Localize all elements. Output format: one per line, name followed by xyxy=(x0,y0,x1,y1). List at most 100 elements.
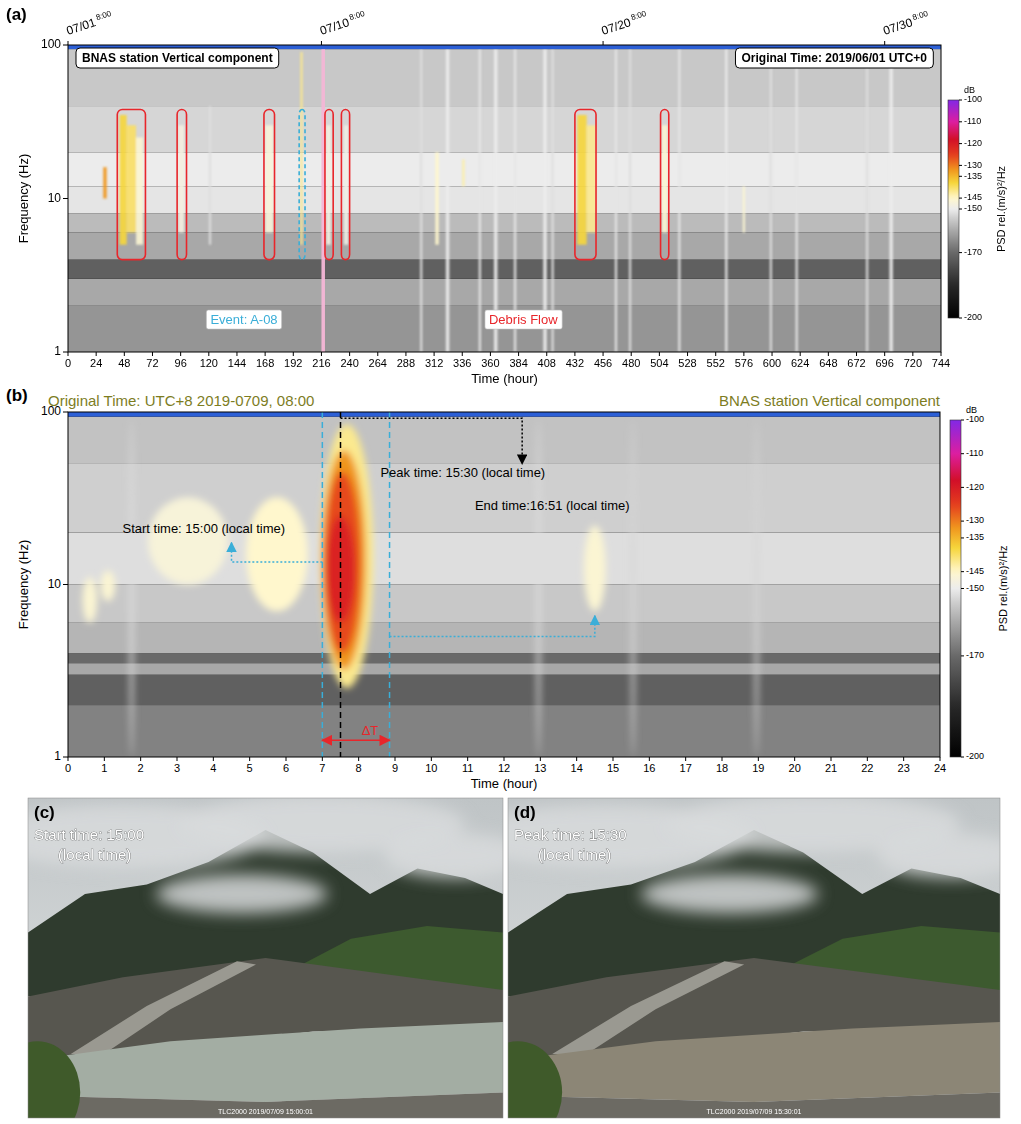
x-tick-label: 168 xyxy=(256,357,274,369)
colorbar-tick xyxy=(961,453,964,454)
photo-caption: (local time) xyxy=(538,846,611,863)
x-tick-label: 120 xyxy=(200,357,218,369)
x-tick xyxy=(903,757,904,761)
label-ground xyxy=(206,310,281,329)
cloud xyxy=(641,875,818,913)
event-box xyxy=(117,110,145,260)
background-band xyxy=(68,675,940,705)
annotation: Start time: 15:00 (local time) xyxy=(123,521,286,536)
spectral-energy xyxy=(587,125,596,232)
panel-1: Start time: 15:00 (local time)Peak time:… xyxy=(6,386,1009,791)
event-box xyxy=(299,110,305,260)
date-hour: 8:00 xyxy=(348,9,366,23)
background-band xyxy=(68,585,940,623)
date-hour: 8:00 xyxy=(911,9,929,23)
y-tick-label: 1 xyxy=(54,749,61,763)
x-tick xyxy=(236,352,237,356)
streaks xyxy=(103,49,893,352)
box-label: Debris Flow xyxy=(489,312,558,327)
background-band xyxy=(68,213,941,232)
spectral-energy xyxy=(344,125,349,244)
date-label: 07/108:00 xyxy=(318,9,368,38)
colorbar-tick xyxy=(961,521,964,522)
colorbar-tick xyxy=(959,252,962,253)
plot-frame xyxy=(68,412,940,757)
x-tick xyxy=(68,352,69,356)
leader-line xyxy=(390,616,595,637)
x-tick-label: 2 xyxy=(138,762,144,774)
spectral-energy xyxy=(120,115,127,245)
spectral-energy xyxy=(209,106,211,245)
cloud xyxy=(384,833,503,878)
gravel-bank xyxy=(28,1092,503,1118)
x-tick-label: 22 xyxy=(861,762,873,774)
date-hour: 8:00 xyxy=(630,9,648,23)
x-tick-label: 12 xyxy=(498,762,510,774)
x-tick xyxy=(431,757,432,761)
colorbar-tick-label: -150 xyxy=(964,203,982,213)
spectral-energy xyxy=(435,152,439,244)
x-tick xyxy=(546,352,547,356)
photo xyxy=(28,798,503,1118)
background-band xyxy=(68,186,941,213)
background-band xyxy=(68,306,941,352)
photo-panel: (d)Peak time: 15:30(local time)TLC2000 2… xyxy=(459,795,1021,1124)
leader-line xyxy=(341,418,523,464)
label-ground xyxy=(485,310,562,329)
background-band xyxy=(68,152,941,186)
spectral-energy xyxy=(796,49,798,352)
background-band xyxy=(68,623,940,653)
x-tick xyxy=(124,352,125,356)
x-tick-label: 0 xyxy=(65,357,71,369)
y-axis-title: Frequency (Hz) xyxy=(16,540,31,630)
cloud xyxy=(156,875,327,913)
x-tick-label: 20 xyxy=(789,762,801,774)
event-box xyxy=(575,110,596,260)
spectral-energy xyxy=(130,420,134,757)
x-tick-label: 672 xyxy=(847,357,865,369)
x-axis-title: Time (hour) xyxy=(471,371,538,386)
colorbar-title: PSD rel.(m/s)²/Hz xyxy=(995,166,1007,252)
y-tick xyxy=(63,198,68,199)
x-tick xyxy=(140,757,141,761)
y-axis-title: Frequency (Hz) xyxy=(16,154,31,244)
x-tick xyxy=(518,352,519,356)
x-tick-label: 624 xyxy=(791,357,809,369)
x-tick xyxy=(743,352,744,356)
colorbar-tick-label: -130 xyxy=(966,515,984,525)
x-tick xyxy=(603,352,604,356)
x-tick xyxy=(912,352,913,356)
spectral-energy xyxy=(662,125,668,232)
x-tick-label: 312 xyxy=(425,357,443,369)
leader-line xyxy=(232,543,323,562)
photo-caption: (local time) xyxy=(58,846,131,863)
x-tick-label: 528 xyxy=(678,357,696,369)
x-tick-label: 19 xyxy=(752,762,764,774)
date-day: 07/10 xyxy=(318,15,351,38)
colorbar-tick-label: -120 xyxy=(966,482,984,492)
x-tick-label: 192 xyxy=(284,357,302,369)
photo-frame xyxy=(508,798,1000,1118)
plot-ground xyxy=(68,45,941,352)
river xyxy=(28,1022,503,1102)
colorbar-tick xyxy=(961,588,964,589)
panel-letter: (b) xyxy=(6,386,28,405)
background-band xyxy=(68,279,941,306)
date-tick xyxy=(68,41,69,45)
colorbar-tick xyxy=(959,318,962,319)
x-tick xyxy=(293,352,294,356)
colorbar-tick xyxy=(959,209,962,210)
spectral-energy xyxy=(300,52,302,245)
x-tick xyxy=(96,352,97,356)
spectral-energy xyxy=(743,186,745,232)
spectral-energy xyxy=(103,167,107,198)
panel-letter: (d) xyxy=(514,803,536,822)
date-day: 07/20 xyxy=(600,15,633,38)
colorbar-tick xyxy=(961,420,964,421)
x-tick-label: 456 xyxy=(594,357,612,369)
box-label-group: Event: A-08 xyxy=(206,310,281,329)
spectral-energy xyxy=(584,525,606,611)
date-label: 07/018:00 xyxy=(64,9,114,38)
colorbar-tick-label: -110 xyxy=(966,448,983,458)
cloud xyxy=(877,833,1000,878)
